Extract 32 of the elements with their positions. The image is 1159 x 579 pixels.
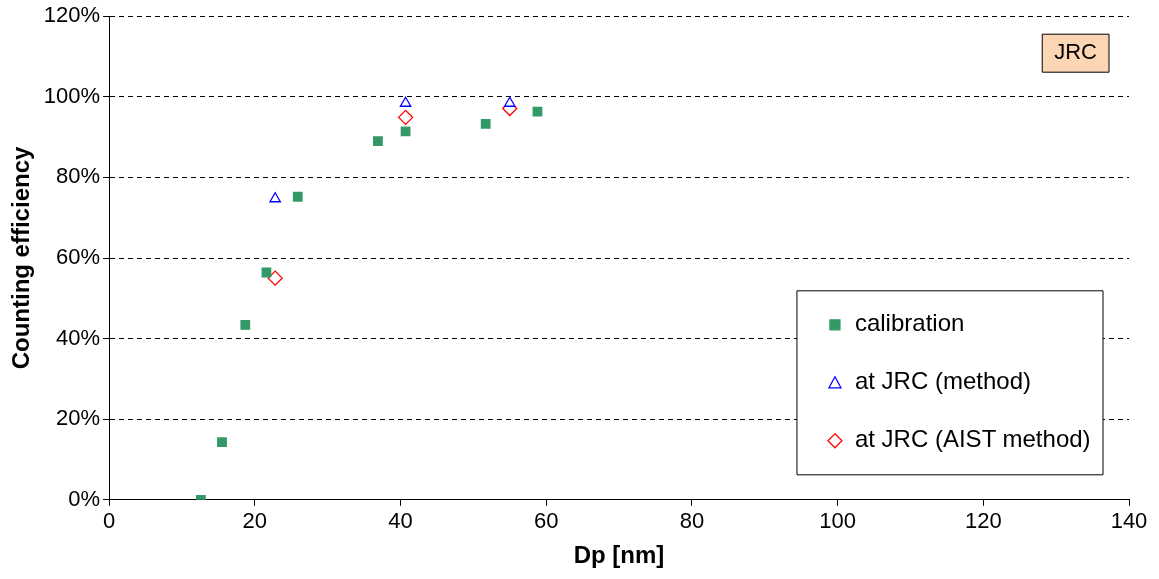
y-tick-label: 20% [56, 405, 101, 431]
legend-label: calibration [854, 309, 965, 337]
y-tick-label: 120% [43, 2, 101, 28]
y-tick-label: 0% [68, 485, 101, 511]
point [480, 118, 491, 129]
annotation: JRC [1054, 39, 1098, 65]
point [240, 320, 251, 330]
x-tick-label: 120 [964, 508, 1002, 534]
point [503, 96, 516, 107]
x-tick-label: 20 [242, 508, 268, 534]
point [267, 270, 283, 286]
legend-label: at JRC (method) [854, 367, 1031, 395]
point [399, 96, 412, 107]
point [397, 109, 414, 125]
y-tick-label: 40% [56, 324, 101, 350]
point [373, 136, 383, 147]
x-tick-label: 140 [1110, 508, 1148, 534]
legend-label: at JRC (AIST method) [854, 425, 1091, 453]
y-tick-label: 80% [56, 163, 101, 189]
point [292, 191, 303, 202]
x-tick-label: 0 [102, 508, 116, 534]
x-tick-label: 100 [819, 508, 856, 534]
y-axis-title: Counting efficiency [7, 146, 35, 370]
y-tick-label: 60% [56, 244, 101, 270]
x-tick-label: 40 [388, 508, 413, 534]
x-tick-label: 80 [679, 508, 705, 534]
x-tick-label: 60 [533, 508, 559, 534]
x-axis-title: Dp [nm] [573, 541, 665, 569]
y-tick-label: 100% [43, 82, 101, 108]
point [532, 106, 543, 117]
point [217, 437, 227, 448]
point [269, 192, 282, 203]
